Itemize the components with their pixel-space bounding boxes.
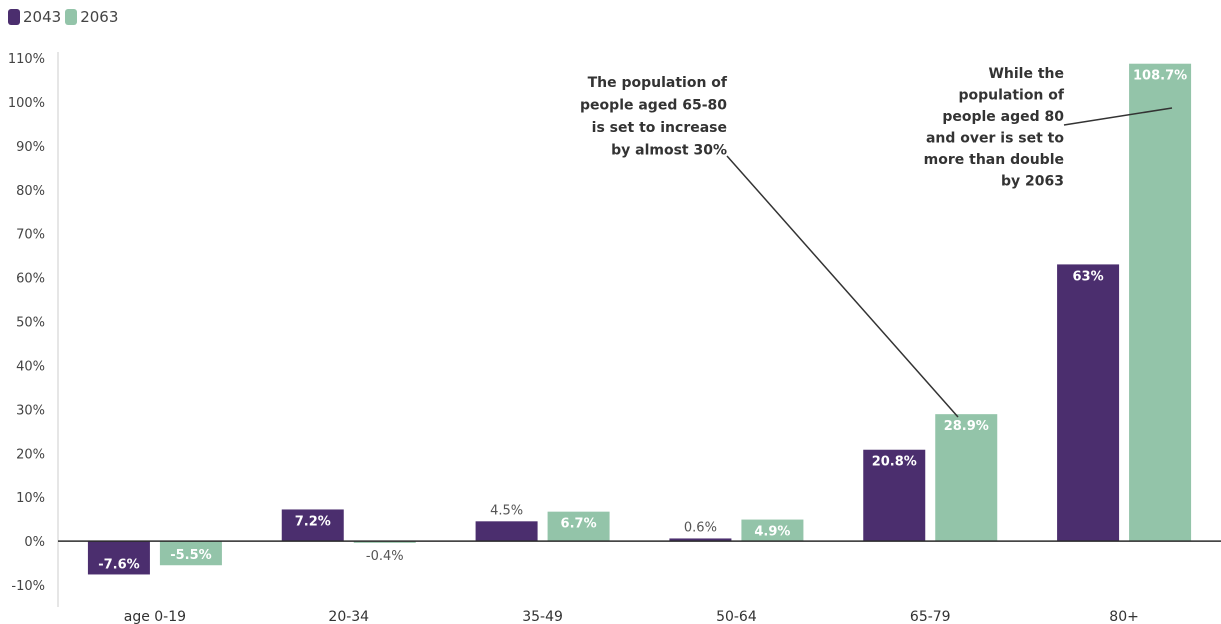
bar-2043: [669, 538, 732, 542]
legend-item-2043: 2043: [8, 8, 61, 26]
bar-value-label: 20.8%: [872, 455, 917, 470]
x-tick-label: 80+: [1109, 609, 1139, 624]
bar-2043: [475, 521, 538, 542]
y-tick-label: -10%: [11, 579, 45, 594]
bar-2063: [935, 414, 998, 542]
bar-value-label: 63%: [1073, 269, 1104, 284]
legend-swatch-2063: [65, 9, 78, 25]
bar-2043: [87, 541, 150, 575]
bar-2043: [281, 509, 344, 542]
y-tick-label: 80%: [16, 184, 45, 199]
annotation-text: The population of people aged 65-80 is set…: [580, 75, 728, 159]
bar-value-label: -0.4%: [366, 549, 404, 564]
annotation-text: While the population of people aged 80 and …: [924, 66, 1065, 190]
y-tick-label: 40%: [16, 359, 45, 374]
y-tick-label: 30%: [16, 403, 45, 418]
legend-item-2063: 2063: [65, 8, 118, 26]
legend-label-2043: 2043: [23, 8, 62, 26]
x-tick-label: 20-34: [328, 609, 369, 624]
bar-value-label: 6.7%: [561, 517, 597, 532]
x-tick-label: age 0-19: [124, 609, 186, 624]
bar-value-label: 0.6%: [684, 520, 717, 535]
annotation-leader-line: [1063, 107, 1173, 126]
y-tick-label: 50%: [16, 316, 45, 331]
bar-value-label: -5.5%: [170, 548, 211, 563]
y-tick-label: 90%: [16, 140, 45, 155]
x-tick-label: 35-49: [522, 609, 563, 624]
x-tick-label: 65-79: [910, 609, 951, 624]
annotation-leader-line: [726, 155, 959, 418]
bar-2063: [547, 511, 610, 542]
bar-2063: [159, 541, 222, 566]
y-tick-label: 20%: [16, 447, 45, 462]
bar-value-label: 28.9%: [944, 419, 989, 434]
bar-value-label: 4.9%: [754, 525, 790, 540]
y-tick-label: 60%: [16, 272, 45, 287]
legend-label-2063: 2063: [80, 8, 119, 26]
bar-value-label: 4.5%: [490, 503, 523, 518]
y-tick-label: 10%: [16, 491, 45, 506]
y-tick-label: 70%: [16, 228, 45, 243]
bar-2043: [1057, 264, 1120, 542]
legend-swatch-2043: [8, 9, 20, 25]
chart-legend: 2043 2063: [8, 8, 122, 26]
bar-value-label: -7.6%: [98, 557, 139, 572]
bar-2063: [353, 541, 416, 543]
y-tick-label: 100%: [8, 96, 45, 111]
bar-value-label: 108.7%: [1133, 69, 1187, 84]
bar-2043: [863, 449, 926, 542]
bar-value-label: 7.2%: [295, 514, 331, 529]
bar-2063: [1129, 63, 1192, 542]
y-tick-label: 0%: [24, 535, 45, 550]
x-tick-label: 50-64: [716, 609, 757, 624]
bar-2063: [741, 519, 804, 542]
y-tick-label: 110%: [8, 52, 45, 67]
